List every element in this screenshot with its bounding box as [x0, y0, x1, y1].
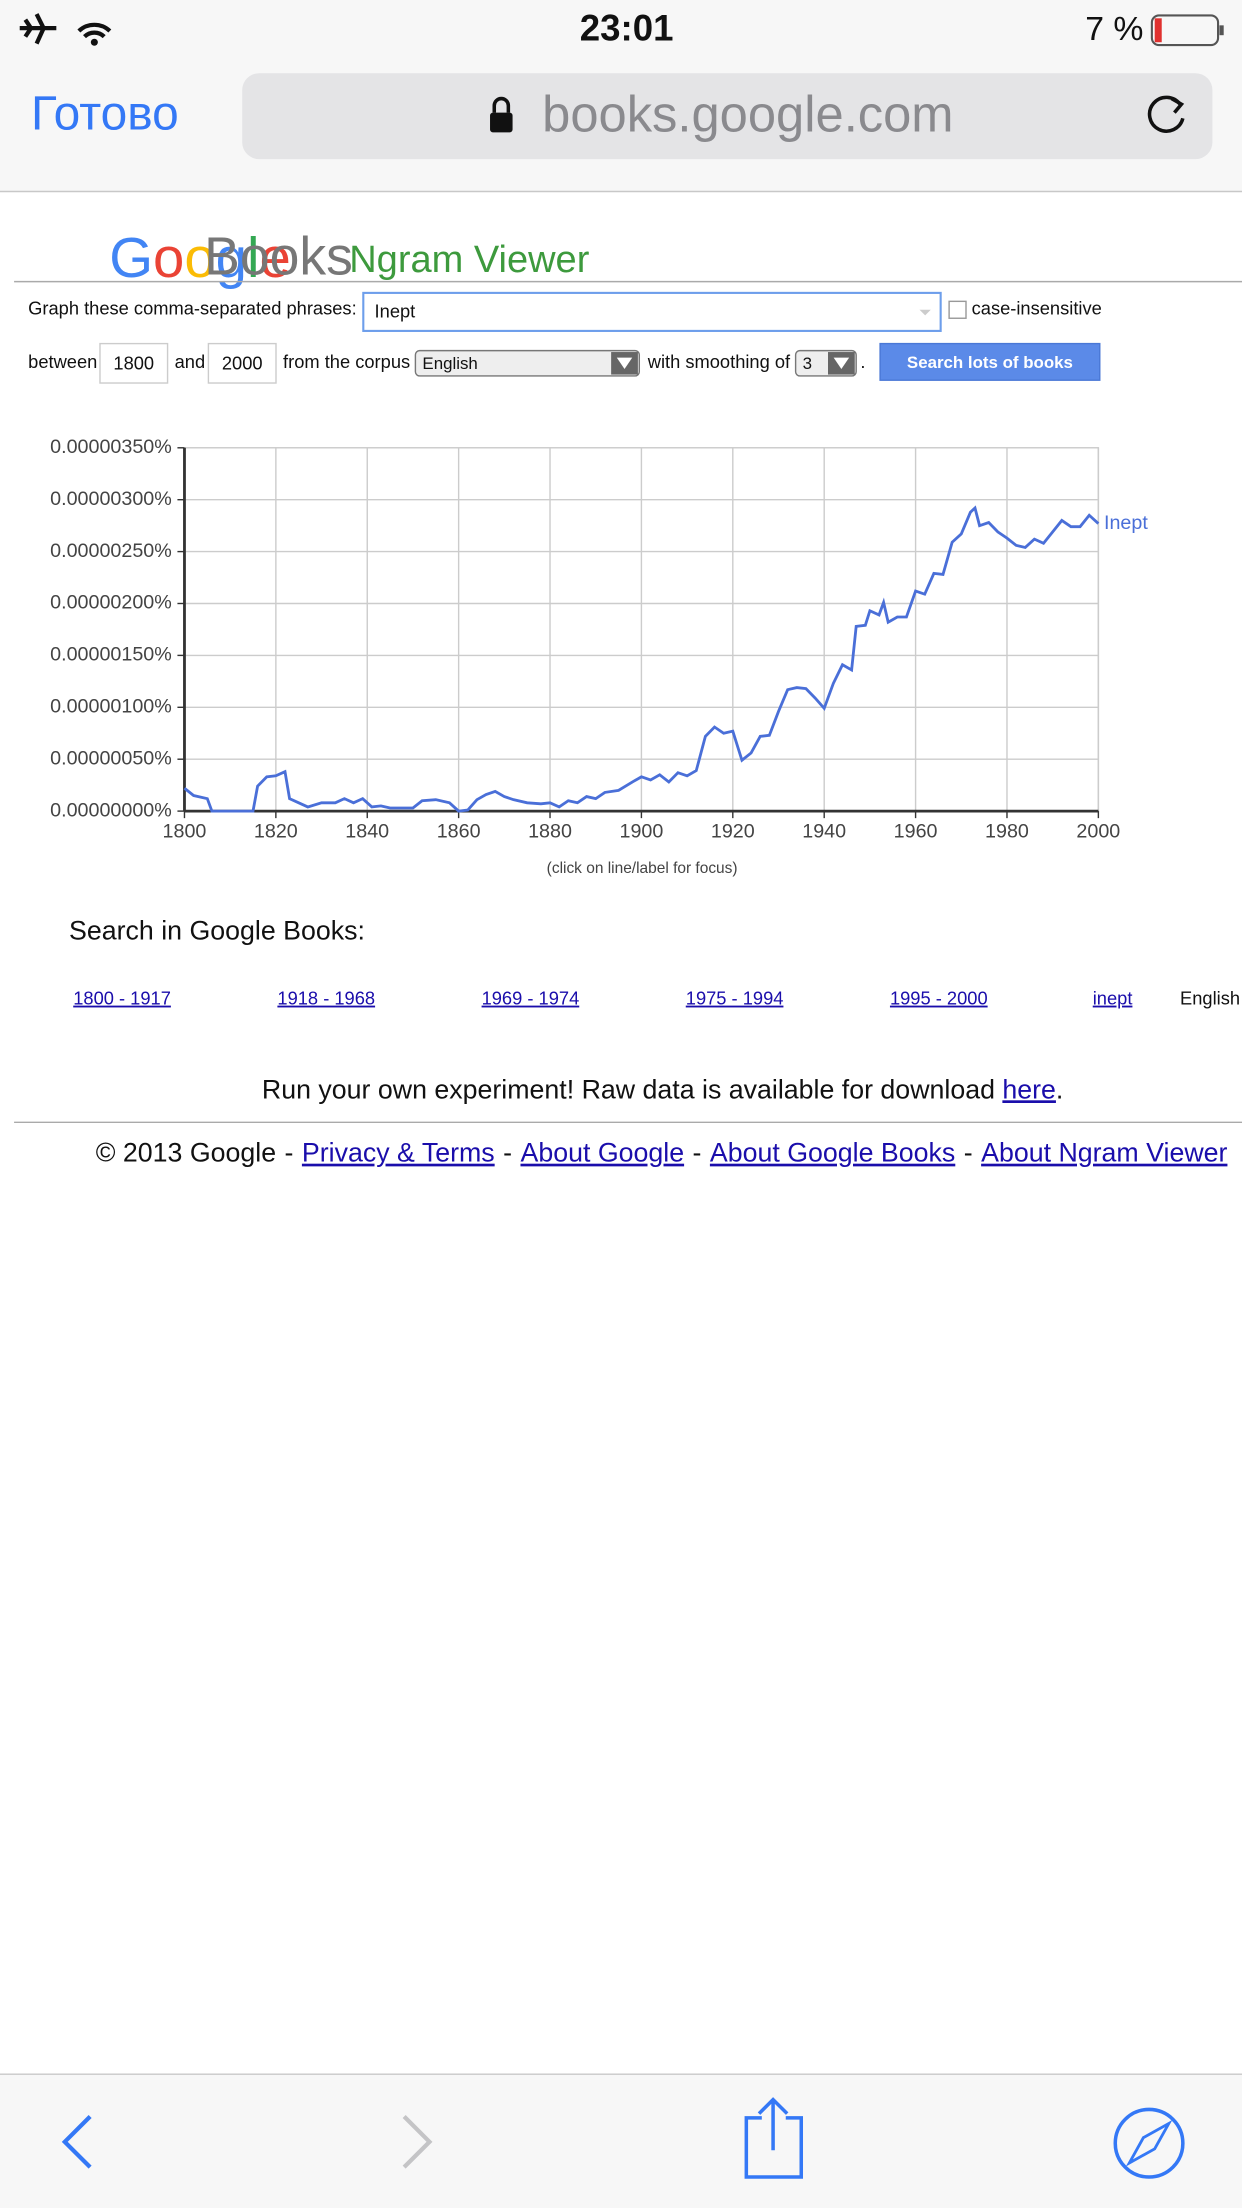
footer-link[interactable]: About Google: [520, 1138, 684, 1168]
wifi-icon: [77, 22, 112, 39]
search-corpus: English: [1180, 988, 1240, 1009]
corpus-label: from the corpus: [283, 351, 410, 372]
footer-separator: -: [503, 1138, 512, 1168]
safari-button[interactable]: [1113, 2107, 1185, 2179]
x-tick-label: 1920: [711, 820, 755, 842]
x-tick-label: 1900: [619, 820, 663, 842]
logo-letter: o: [153, 226, 184, 289]
y-tick-label: 0.00000350%: [50, 436, 172, 458]
copyright: © 2013 Google: [96, 1138, 276, 1168]
end-year-input[interactable]: [207, 342, 277, 384]
product-name: Ngram Viewer: [349, 239, 589, 281]
corpus-select[interactable]: [414, 349, 641, 377]
x-tick-label: 1800: [163, 820, 207, 842]
phrases-value: Inept: [375, 300, 416, 321]
search-link[interactable]: 1995 - 2000: [890, 988, 988, 1009]
footer-link[interactable]: About Ngram Viewer: [981, 1138, 1227, 1168]
x-tick-label: 1960: [894, 820, 938, 842]
battery-fill: [1154, 18, 1162, 43]
series-line: [183, 505, 1100, 813]
y-tick-label: 0.00000150%: [50, 644, 172, 666]
search-button-label: Search lots of books: [907, 353, 1073, 372]
and-label: and: [175, 351, 206, 372]
input-dropdown: [919, 309, 931, 316]
footer-separator: -: [693, 1138, 702, 1168]
search-link[interactable]: 1800 - 1917: [73, 988, 171, 1009]
search-link[interactable]: 1969 - 1974: [482, 988, 580, 1009]
y-tick-label: 0.00000300%: [50, 488, 172, 510]
logo-letter: e: [260, 226, 291, 289]
x-tick-label: 1860: [437, 820, 481, 842]
series-label: Inept: [1104, 512, 1148, 534]
search-button[interactable]: [879, 342, 1101, 381]
x-tick-label: 1940: [802, 820, 846, 842]
x-tick-label: 2000: [1076, 820, 1120, 842]
logo-letter: l: [247, 226, 260, 289]
chart-caption: (click on line/label for focus): [547, 860, 738, 877]
x-tick-label: 1840: [345, 820, 389, 842]
battery-level: 7 %: [1085, 10, 1143, 48]
checkbox-label: case-insensitive: [972, 298, 1102, 319]
experiment-end: .: [1056, 1074, 1063, 1104]
reload-icon[interactable]: [1147, 95, 1185, 133]
footer-link[interactable]: Privacy & Terms: [302, 1138, 495, 1168]
select-arrow: [616, 357, 633, 369]
logo-letter: g: [216, 226, 247, 289]
url: books.google.com: [542, 86, 953, 143]
footer-link[interactable]: About Google Books: [710, 1138, 955, 1168]
experiment-line: Run your own experiment! Raw data is ava…: [262, 1074, 1063, 1104]
logo-letter: G: [109, 226, 153, 289]
footer-separator: -: [964, 1138, 973, 1168]
y-tick-label: 0.00000050%: [50, 747, 172, 769]
search-title: Search in Google Books:: [69, 915, 365, 945]
start-year-input[interactable]: [99, 342, 169, 384]
airplane-icon: [19, 13, 57, 45]
battery-tip: [1219, 25, 1224, 36]
x-tick-label: 1820: [254, 820, 298, 842]
start-year: 1800: [113, 353, 154, 374]
chart: 0.00000000% 0.00000050% 0.00000100% 0.00000…: [50, 436, 1148, 842]
footer: © 2013 Google - Privacy & Terms - About Goog…: [96, 1138, 1228, 1168]
reload-arrow: [1170, 97, 1185, 114]
experiment-text: Run your own experiment! Raw data is ava…: [262, 1074, 1002, 1104]
share-button[interactable]: [744, 2097, 804, 2179]
status-time: 23:01: [580, 8, 674, 49]
done-button[interactable]: Готово: [31, 88, 179, 141]
books-logo: Books: [204, 228, 353, 287]
period: .: [860, 351, 865, 372]
toolbar: [0, 2074, 1242, 2208]
wifi-dot: [90, 38, 98, 46]
smoothing-label: with smoothing of: [647, 351, 791, 372]
phrases-input[interactable]: [362, 291, 942, 332]
battery-icon: [1150, 14, 1220, 47]
x-tick-label: 1880: [528, 820, 572, 842]
corpus-value: English: [422, 354, 477, 373]
x-tick-label: 1980: [985, 820, 1029, 842]
url-bar[interactable]: [242, 73, 1213, 160]
footer-separator: -: [285, 1138, 294, 1168]
forward-button[interactable]: [402, 2114, 433, 2169]
end-year: 2000: [222, 353, 263, 374]
compass-needle: [1125, 2119, 1173, 2167]
lock-icon: [490, 112, 513, 133]
y-tick-label: 0.00000250%: [50, 540, 172, 562]
lock-shackle: [492, 96, 511, 113]
checkbox[interactable]: [948, 300, 967, 319]
google-logo: Google: [31, 226, 338, 289]
between-label: between: [28, 351, 97, 372]
y-tick-label: 0.00000000%: [50, 799, 172, 821]
select-arrow: [833, 357, 850, 369]
search-link[interactable]: 1975 - 1994: [686, 988, 784, 1009]
y-tick-label: 0.00000200%: [50, 592, 172, 614]
logo-letter: o: [184, 226, 215, 289]
back-button[interactable]: [61, 2114, 92, 2169]
raw-data-link[interactable]: here: [1002, 1074, 1056, 1104]
phrases-label: Graph these comma-separated phrases:: [28, 298, 356, 319]
search-link[interactable]: inept: [1093, 988, 1133, 1009]
search-link[interactable]: 1918 - 1968: [277, 988, 375, 1009]
smoothing-value: 3: [803, 354, 812, 373]
y-tick-label: 0.00000100%: [50, 696, 172, 718]
